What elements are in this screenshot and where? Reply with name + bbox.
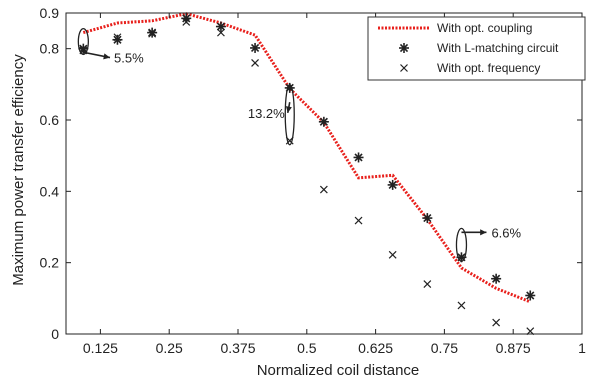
point-l-matching [112,34,123,45]
annotation-arrow-6-6 [461,229,487,236]
series-opt-coupling-line [82,12,531,304]
point-l-matching [78,43,89,54]
x-tick-label: 0.5 [297,340,317,356]
y-tick-label: 0.8 [40,41,60,57]
plot-frame [65,12,583,335]
point-l-matching [387,179,398,190]
y-tick-label: 0.2 [40,255,60,271]
x-tick-label: 1 [578,340,586,356]
annotation-arrow-13-2 [285,102,292,114]
point-opt-frequency [423,280,432,288]
point-opt-frequency [388,250,397,259]
x-tick-label: 0.125 [83,340,118,356]
point-l-matching [318,116,329,127]
annotation-ellipse-13-2 [284,83,295,146]
point-l-matching [491,273,502,284]
y-tick-label: 0.6 [40,112,60,128]
point-opt-frequency [492,318,501,327]
point-opt-frequency [113,33,122,42]
x-tick-label: 0.875 [496,340,531,356]
x-axis-title: Normalized coil distance [257,362,420,379]
axes-layer: 0.125 0.25 0.375 0.5 0.625 0.75 0.875 1 0 0.2 0.4 0… [40,5,587,356]
y-tick-label: 0.4 [40,183,60,199]
point-opt-frequency [182,17,191,26]
point-opt-frequency [217,28,225,37]
annotation-ellipse-5-5 [77,27,89,56]
plot-layer: 5.5% 13.2% 6.6% [77,12,536,336]
x-tick-label: 0.375 [220,340,255,356]
y-axis-title: Maximum power transfer efficiency [10,54,27,286]
point-opt-frequency [354,216,363,225]
point-l-matching [147,27,158,38]
annotation-label-5-5: 5.5% [114,51,144,66]
legend-label-l-matching: With L-matching circuit [437,41,559,55]
legend-swatch-opt-frequency [400,64,408,72]
legend-label-opt-coupling: With opt. coupling [437,21,532,35]
point-l-matching [215,21,226,32]
point-l-matching [353,152,364,163]
point-opt-frequency [319,185,328,194]
legend-swatch-l-matching [399,43,409,53]
legend-label-opt-frequency: With opt. frequency [437,61,540,75]
point-l-matching [422,213,433,224]
legend: With opt. coupling With L-matching circu… [367,16,586,81]
point-opt-frequency [526,327,535,336]
annotation-label-13-2: 13.2% [248,106,285,121]
x-tick-label: 0.75 [431,340,458,356]
y-tick-label: 0 [51,326,59,342]
point-opt-frequency [457,301,466,310]
x-tick-label: 0.25 [156,340,183,356]
point-l-matching [525,290,536,301]
annotation-label-6-6: 6.6% [491,225,521,240]
point-opt-frequency [148,29,157,38]
point-l-matching [250,42,261,53]
point-opt-frequency [251,59,259,67]
annotation-ellipse-6-6 [455,227,468,262]
annotation-arrow-5-5 [83,51,111,60]
x-tick-label: 0.625 [358,340,393,356]
y-tick-label: 0.9 [40,5,60,21]
